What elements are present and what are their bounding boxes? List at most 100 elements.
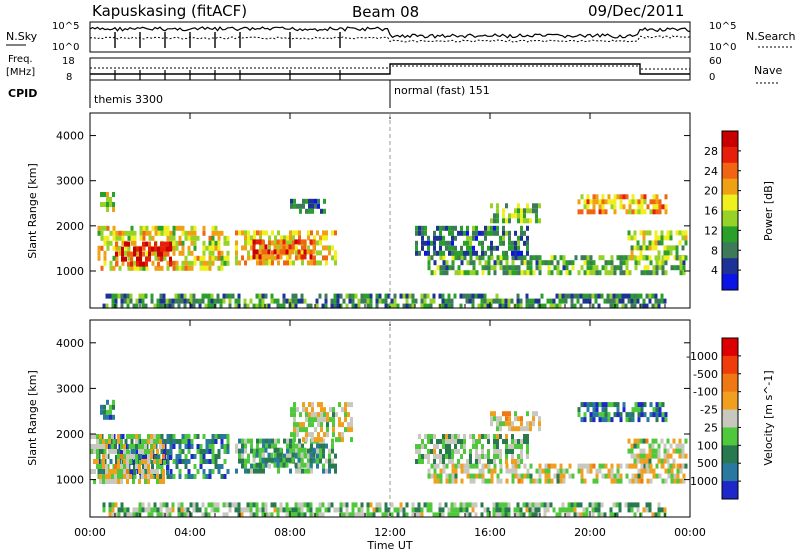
heatmap-cell-1-1022	[526, 426, 529, 432]
heatmap-cell-1-1599	[492, 512, 496, 518]
heatmap-cell-0-578	[475, 255, 479, 261]
heatmap-cell-1-1208	[102, 444, 105, 449]
heatmap-cell-1-527	[290, 432, 293, 438]
heatmap-cell-1-672	[478, 473, 482, 479]
heatmap-cell-0-526	[308, 203, 311, 209]
heatmap-cell-0-810	[451, 245, 454, 251]
heatmap-cell-0-1145	[174, 298, 178, 304]
heatmap-cell-1-1218	[105, 474, 108, 479]
heatmap-cell-0-1002	[643, 194, 647, 200]
heatmap-cell-0-1327	[462, 293, 466, 299]
heatmap-cell-1-1098	[652, 412, 656, 418]
heatmap-cell-0-1303	[423, 293, 427, 299]
heatmap-cell-0-884	[514, 230, 517, 236]
heatmap-cell-0-640	[538, 265, 542, 271]
heatmap-cell-0-503	[303, 239, 307, 245]
heatmap-cell-1-1197	[96, 449, 99, 454]
heatmap-cell-0-1170	[207, 303, 211, 309]
heatmap-cell-0-321	[241, 245, 244, 251]
heatmap-cell-0-807	[451, 230, 454, 236]
heatmap-cell-0-663	[568, 260, 572, 266]
heatmap-cell-0-287	[160, 251, 163, 257]
y-tick-label-0-3: 4000	[56, 130, 84, 143]
heatmap-cell-1-344	[253, 448, 256, 454]
colorbar-tick-label-1-2: 100	[697, 439, 718, 452]
heatmap-cell-1-303	[100, 409, 103, 415]
heatmap-cell-1-918	[472, 444, 475, 449]
nsky-tick-top: 10^5	[52, 21, 79, 32]
heatmap-cell-1-926	[478, 454, 481, 459]
heatmap-cell-0-949	[583, 204, 587, 210]
heatmap-cell-1-468	[334, 468, 337, 474]
heatmap-cell-1-136	[166, 439, 170, 444]
heatmap-cell-0-146	[172, 265, 176, 271]
heatmap-cell-1-800	[640, 463, 644, 469]
heatmap-cell-0-651	[553, 265, 557, 271]
heatmap-cell-0-1247	[339, 293, 343, 299]
heatmap-cell-0-1156	[189, 298, 193, 304]
heatmap-cell-0-855	[487, 230, 490, 236]
heatmap-cell-0-1343	[483, 303, 487, 309]
heatmap-cell-0-747	[673, 265, 677, 271]
heatmap-cell-0-909	[496, 213, 499, 219]
heatmap-cell-1-1322	[153, 469, 156, 474]
heatmap-cell-1-646	[451, 463, 455, 469]
heatmap-cell-0-1238	[324, 303, 328, 309]
heatmap-cell-1-1081	[631, 412, 635, 418]
heatmap-cell-1-1001	[502, 421, 505, 427]
heatmap-cell-0-31	[115, 235, 119, 241]
heatmap-cell-0-776	[427, 240, 430, 246]
heatmap-cell-1-1371	[147, 512, 151, 518]
heatmap-cell-1-301	[169, 455, 172, 460]
heatmap-cell-1-1687	[618, 502, 622, 508]
heatmap-cell-0-380	[280, 235, 283, 241]
heatmap-cell-0-522	[302, 203, 305, 209]
heatmap-cell-1-516	[303, 462, 307, 468]
heatmap-cell-0-1157	[189, 303, 193, 309]
heatmap-cell-0-261	[133, 251, 136, 257]
heatmap-cell-0-842	[475, 235, 478, 241]
heatmap-cell-0-480	[273, 249, 277, 255]
heatmap-cell-0-224	[214, 255, 218, 261]
heatmap-cell-1-1144	[651, 448, 655, 454]
heatmap-cell-1-461	[331, 438, 334, 444]
heatmap-cell-1-1647	[558, 507, 562, 513]
heatmap-cell-1-1415	[213, 502, 217, 508]
heatmap-cell-1-324	[241, 443, 244, 449]
heatmap-cell-0-490	[285, 244, 289, 250]
heatmap-cell-1-574	[317, 432, 320, 438]
heatmap-cell-1-787	[625, 463, 629, 469]
heatmap-cell-1-327	[241, 458, 244, 464]
heatmap-cell-0-932	[526, 208, 529, 214]
heatmap-cell-1-1068	[613, 412, 617, 418]
heatmap-cell-1-712	[529, 463, 533, 469]
heatmap-cell-1-928	[481, 434, 484, 439]
heatmap-cell-1-654	[457, 463, 461, 469]
heatmap-cell-1-1545	[405, 512, 409, 518]
heatmap-cell-1-631	[433, 473, 437, 479]
heatmap-cell-0-1062	[657, 250, 661, 256]
heatmap-cell-1-337	[247, 458, 250, 464]
heatmap-cell-1-1227	[111, 444, 114, 449]
heatmap-cell-1-583	[323, 407, 326, 413]
heatmap-cell-0-345	[259, 230, 262, 236]
heatmap-cell-1-1314	[150, 449, 153, 454]
heatmap-cell-1-720	[538, 473, 542, 479]
heatmap-cell-0-896	[523, 230, 526, 236]
heatmap-cell-1-1659	[573, 507, 577, 513]
heatmap-cell-0-304	[106, 197, 109, 202]
heatmap-cell-1-1288	[138, 479, 141, 484]
heatmap-cell-1-452	[322, 468, 325, 474]
heatmap-cell-1-568	[314, 427, 317, 433]
heatmap-cell-0-114	[160, 225, 164, 231]
heatmap-cell-0-423	[307, 260, 310, 266]
heatmap-cell-0-1011	[652, 209, 656, 215]
heatmap-cell-0-1347	[489, 303, 493, 309]
heatmap-cell-1-1581	[462, 502, 466, 508]
heatmap-cell-1-1473	[297, 512, 301, 518]
heatmap-cell-1-540	[299, 412, 302, 418]
heatmap-cell-1-1230	[111, 474, 114, 479]
heatmap-cell-0-38	[118, 235, 122, 241]
heatmap-cell-1-1472	[297, 507, 301, 513]
heatmap-cell-1-559	[311, 402, 314, 408]
